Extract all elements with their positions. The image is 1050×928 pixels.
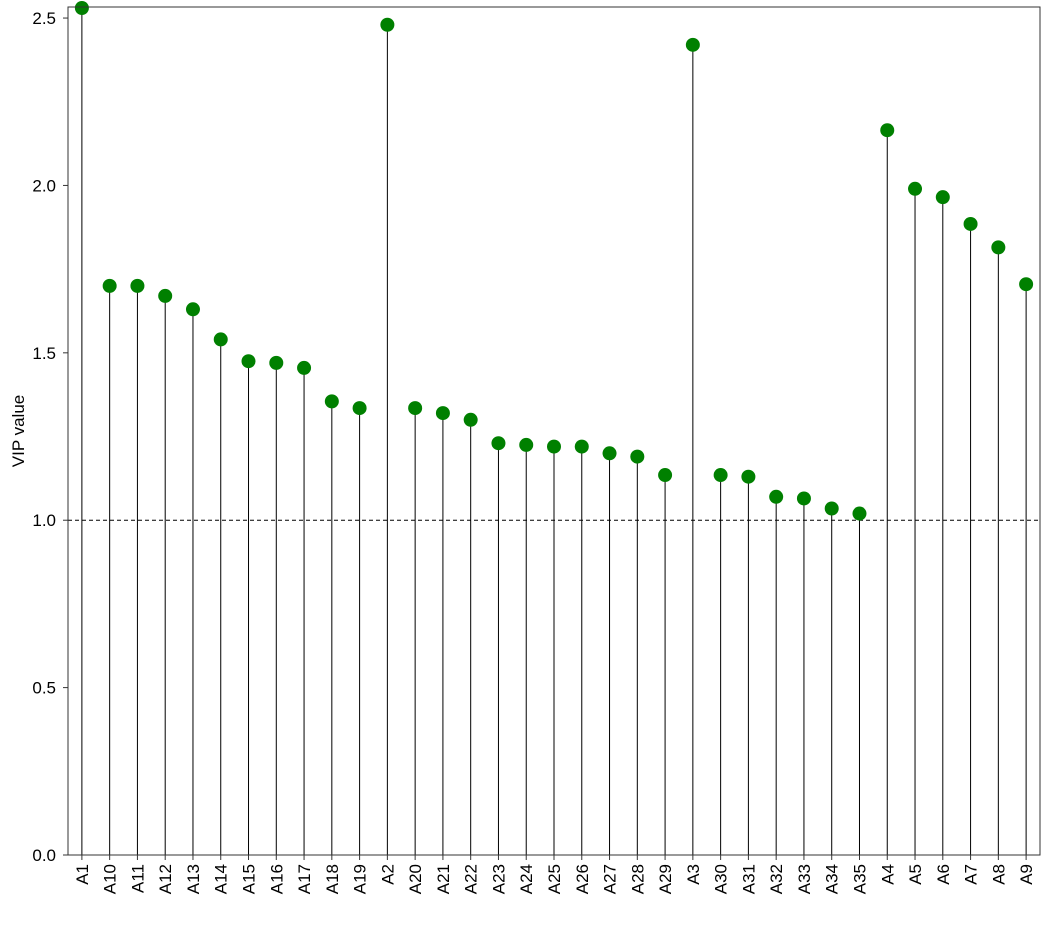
panel-border — [67, 6, 1041, 856]
x-tick-label: A6 — [934, 864, 953, 885]
x-tick-label: A22 — [462, 864, 481, 894]
point — [74, 1, 89, 16]
point — [213, 332, 228, 347]
point — [102, 278, 117, 293]
point — [963, 216, 978, 231]
point — [269, 355, 284, 370]
x-tick-label: A24 — [517, 864, 536, 894]
point — [630, 449, 645, 464]
x-tick-label: A8 — [989, 864, 1008, 885]
x-tick-label: A7 — [962, 864, 981, 885]
y-tick-label: 2.5 — [32, 9, 56, 28]
x-tick-label: A27 — [601, 864, 620, 894]
point — [769, 489, 784, 504]
y-tick-label: 0.0 — [32, 846, 56, 865]
x-tick-label: A13 — [184, 864, 203, 894]
point — [1019, 277, 1034, 292]
point — [658, 468, 673, 483]
point — [463, 412, 478, 427]
x-tick-label: A10 — [101, 864, 120, 894]
x-tick-label: A21 — [434, 864, 453, 894]
x-tick-label: A15 — [240, 864, 259, 894]
x-tick-label: A12 — [156, 864, 175, 894]
x-tick-label: A17 — [295, 864, 314, 894]
x-tick-label: A26 — [573, 864, 592, 894]
point — [741, 469, 756, 484]
point — [130, 278, 145, 293]
point — [908, 181, 923, 196]
point — [158, 288, 173, 303]
x-tick-label: A32 — [767, 864, 786, 894]
x-tick-label: A19 — [351, 864, 370, 894]
point — [380, 17, 395, 32]
point — [435, 406, 450, 421]
point — [852, 506, 867, 521]
point — [796, 491, 811, 506]
point — [324, 394, 339, 409]
point — [297, 360, 312, 375]
point — [185, 302, 200, 317]
x-tick-label: A20 — [406, 864, 425, 894]
x-tick-label: A18 — [323, 864, 342, 894]
point — [408, 401, 423, 416]
point — [602, 446, 617, 461]
x-tick-label: A25 — [545, 864, 564, 894]
x-tick-label: A23 — [489, 864, 508, 894]
x-tick-label: A30 — [712, 864, 731, 894]
x-tick-label: A1 — [73, 864, 92, 885]
x-tick-label: A11 — [128, 864, 147, 893]
y-tick-label: 2.0 — [32, 176, 56, 195]
point — [241, 354, 256, 369]
y-tick-label: 0.5 — [32, 679, 56, 698]
x-tick-label: A28 — [628, 864, 647, 894]
point — [713, 468, 728, 483]
x-tick-label: A3 — [684, 864, 703, 885]
point — [491, 436, 506, 451]
x-tick-label: A35 — [850, 864, 869, 894]
x-tick-label: A31 — [739, 864, 758, 894]
point — [519, 437, 534, 452]
point — [574, 439, 589, 454]
point — [991, 240, 1006, 255]
point — [935, 190, 950, 205]
x-tick-label: A16 — [267, 864, 286, 894]
y-axis-label: VIP value — [9, 395, 28, 467]
x-tick-label: A5 — [906, 864, 925, 885]
point — [547, 439, 561, 454]
point — [352, 401, 367, 416]
x-tick-label: A9 — [1017, 864, 1036, 885]
point — [880, 123, 895, 138]
x-tick-label: A14 — [212, 864, 231, 894]
x-tick-label: A4 — [878, 864, 897, 885]
x-tick-label: A34 — [823, 864, 842, 894]
point — [824, 501, 839, 516]
x-tick-label: A33 — [795, 864, 814, 894]
x-tick-label: A2 — [378, 864, 397, 885]
point — [685, 37, 700, 52]
x-tick-label: A29 — [656, 864, 675, 894]
y-tick-label: 1.0 — [32, 511, 56, 530]
y-tick-label: 1.5 — [32, 344, 56, 363]
